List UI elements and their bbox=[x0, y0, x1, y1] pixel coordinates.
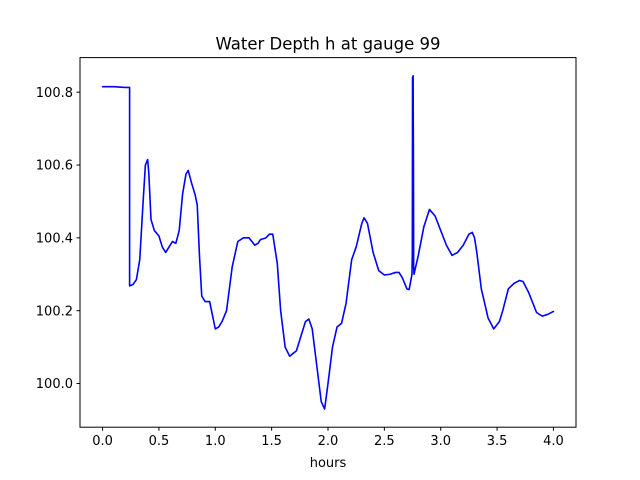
x-axis-label: hours bbox=[310, 456, 347, 471]
x-tick-label: 3.5 bbox=[487, 434, 508, 449]
x-axis-ticks: 0.0 0.5 1.0 1.5 2.0 2.5 3.0 3.5 4.0 bbox=[92, 427, 564, 449]
x-tick-label: 4.0 bbox=[543, 434, 564, 449]
x-tick-label: 2.0 bbox=[318, 434, 339, 449]
x-tick-label: 2.5 bbox=[374, 434, 395, 449]
y-tick-label: 100.8 bbox=[36, 86, 73, 101]
y-tick-label: 100.2 bbox=[36, 304, 73, 319]
y-tick-label: 100.6 bbox=[36, 159, 73, 174]
y-axis-ticks: 100.0 100.2 100.4 100.6 100.8 bbox=[36, 86, 80, 392]
chart-title: Water Depth h at gauge 99 bbox=[216, 35, 441, 54]
x-tick-label: 1.5 bbox=[261, 434, 282, 449]
plot-area: 0.0 0.5 1.0 1.5 2.0 2.5 3.0 3.5 4.0 100.0100.210… bbox=[36, 57, 577, 449]
series-layer bbox=[101, 75, 555, 410]
x-tick-label: 1.0 bbox=[205, 434, 226, 449]
series-line bbox=[101, 75, 555, 410]
x-tick-label: 3.0 bbox=[430, 434, 451, 449]
x-tick-label: 0.0 bbox=[92, 434, 113, 449]
y-tick-label: 100.0 bbox=[36, 377, 73, 392]
x-tick-label: 0.5 bbox=[149, 434, 170, 449]
y-tick-label: 100.4 bbox=[36, 231, 73, 246]
